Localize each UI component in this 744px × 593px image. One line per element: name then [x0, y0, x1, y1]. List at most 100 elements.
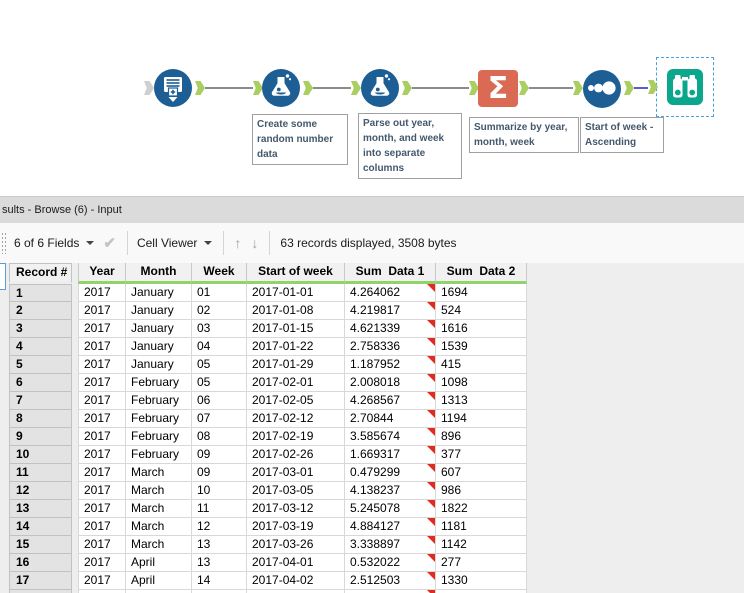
column-header-sum-data-1[interactable]: Sum Data 1 [345, 263, 436, 284]
summarize-tool-icon[interactable]: Σ [478, 70, 518, 107]
cell-sum-data-1[interactable]: 0.532022 [345, 554, 436, 572]
cell-sum-data-2[interactable]: 607 [436, 464, 527, 482]
cell-week[interactable]: 01 [192, 284, 247, 302]
cell-sum-data-1[interactable]: 2.512503 [345, 572, 436, 590]
cell-record[interactable]: 14 [9, 518, 72, 536]
cell-sum-data-1[interactable]: 3.585674 [345, 428, 436, 446]
cell-record[interactable]: 3 [9, 320, 72, 338]
annotation-formula1[interactable]: Create some random number data [252, 114, 348, 165]
cell-month[interactable]: January [126, 284, 192, 302]
cell-month[interactable]: March [126, 482, 192, 500]
cell-year[interactable]: 2017 [78, 338, 126, 356]
browse-input-anchor[interactable] [648, 80, 658, 94]
cell-week[interactable]: 06 [192, 392, 247, 410]
browse-tool-icon[interactable] [667, 69, 703, 105]
cell-start-of-week[interactable]: 2017-02-19 [247, 428, 345, 446]
cell-sum-data-2[interactable]: 1181 [436, 518, 527, 536]
text-input-output-anchor[interactable] [195, 81, 205, 95]
cell-year[interactable] [78, 590, 126, 593]
cell-start-of-week[interactable]: 2017-03-26 [247, 536, 345, 554]
cell-month[interactable]: February [126, 374, 192, 392]
cell-week[interactable]: 12 [192, 518, 247, 536]
cell-year[interactable]: 2017 [78, 572, 126, 590]
cell-start-of-week[interactable]: 2017-01-08 [247, 302, 345, 320]
wire-formula1-formula2[interactable] [313, 87, 351, 89]
cell-record[interactable]: 2 [9, 302, 72, 320]
sort-input-anchor[interactable] [573, 81, 583, 95]
cell-month[interactable]: January [126, 302, 192, 320]
cell-start-of-week[interactable]: 2017-01-22 [247, 338, 345, 356]
cell-start-of-week[interactable]: 2017-04-01 [247, 554, 345, 572]
cell-year[interactable]: 2017 [78, 428, 126, 446]
cell-sum-data-2[interactable]: 896 [436, 428, 527, 446]
grid-side-toggle-button[interactable] [0, 263, 6, 290]
cell-record[interactable]: 17 [9, 572, 72, 590]
cell-sum-data-1[interactable]: 2.758336 [345, 338, 436, 356]
cell-year[interactable]: 2017 [78, 446, 126, 464]
cell-record[interactable]: 9 [9, 428, 72, 446]
cell-week[interactable]: 11 [192, 500, 247, 518]
cell-sum-data-1[interactable]: 0.479299 [345, 464, 436, 482]
cell-record[interactable]: 6 [9, 374, 72, 392]
cell-week[interactable] [192, 590, 247, 593]
cell-record[interactable] [9, 590, 72, 593]
cell-record[interactable]: 13 [9, 500, 72, 518]
cell-sum-data-2[interactable] [436, 590, 527, 593]
cell-start-of-week[interactable]: 2017-02-01 [247, 374, 345, 392]
cell-record[interactable]: 8 [9, 410, 72, 428]
cell-month[interactable]: February [126, 410, 192, 428]
annotation-formula2[interactable]: Parse out year, month, and week into sep… [358, 113, 462, 179]
cell-week[interactable]: 14 [192, 572, 247, 590]
column-header-week[interactable]: Week [192, 263, 247, 284]
text-input-input-anchor[interactable] [144, 81, 154, 95]
cell-month[interactable]: January [126, 338, 192, 356]
cell-year[interactable]: 2017 [78, 410, 126, 428]
cell-start-of-week[interactable] [247, 590, 345, 593]
cell-sum-data-2[interactable]: 1539 [436, 338, 527, 356]
scroll-down-button[interactable]: ↓ [251, 235, 259, 251]
cell-sum-data-1[interactable]: 4.138237 [345, 482, 436, 500]
cell-month[interactable]: April [126, 572, 192, 590]
cell-year[interactable]: 2017 [78, 284, 126, 302]
cell-year[interactable]: 2017 [78, 320, 126, 338]
cell-sum-data-1[interactable]: 4.884127 [345, 518, 436, 536]
cell-sum-data-1[interactable]: 4.264062 [345, 284, 436, 302]
cell-sum-data-2[interactable]: 1313 [436, 392, 527, 410]
cell-year[interactable]: 2017 [78, 464, 126, 482]
text-input-tool-icon[interactable] [154, 69, 192, 107]
cell-week[interactable]: 04 [192, 338, 247, 356]
cell-year[interactable]: 2017 [78, 518, 126, 536]
cell-week[interactable]: 05 [192, 356, 247, 374]
cell-sum-data-2[interactable]: 1822 [436, 500, 527, 518]
cell-start-of-week[interactable]: 2017-03-12 [247, 500, 345, 518]
cell-week[interactable]: 08 [192, 428, 247, 446]
cell-year[interactable]: 2017 [78, 302, 126, 320]
cell-year[interactable]: 2017 [78, 536, 126, 554]
cell-week[interactable]: 03 [192, 320, 247, 338]
cell-month[interactable]: March [126, 518, 192, 536]
wire-textinput-formula1[interactable] [205, 87, 253, 89]
cell-start-of-week[interactable]: 2017-03-01 [247, 464, 345, 482]
cell-month[interactable]: March [126, 464, 192, 482]
sort-output-anchor[interactable] [624, 81, 634, 95]
cell-sum-data-2[interactable]: 1330 [436, 572, 527, 590]
cell-month[interactable]: February [126, 446, 192, 464]
column-header-month[interactable]: Month [126, 263, 192, 284]
cell-record[interactable]: 1 [9, 284, 72, 302]
cell-record[interactable]: 5 [9, 356, 72, 374]
cell-start-of-week[interactable]: 2017-02-12 [247, 410, 345, 428]
cell-sum-data-1[interactable]: 2.70844 [345, 410, 436, 428]
cell-start-of-week[interactable]: 2017-04-02 [247, 572, 345, 590]
cell-sum-data-1[interactable]: 1.187952 [345, 356, 436, 374]
summarize-input-anchor[interactable] [469, 81, 479, 95]
cell-month[interactable]: January [126, 320, 192, 338]
cell-year[interactable]: 2017 [78, 392, 126, 410]
cell-sum-data-2[interactable]: 1142 [436, 536, 527, 554]
cell-month[interactable]: February [126, 392, 192, 410]
cell-record[interactable]: 16 [9, 554, 72, 572]
toolbar-grip-handle[interactable] [1, 232, 7, 254]
formula2-output-anchor[interactable] [402, 81, 412, 95]
workflow-canvas[interactable]: Σ [0, 0, 744, 196]
cell-sum-data-2[interactable]: 1616 [436, 320, 527, 338]
cell-sum-data-2[interactable]: 377 [436, 446, 527, 464]
